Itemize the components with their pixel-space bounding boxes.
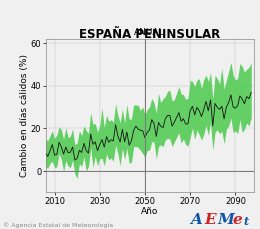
Text: E: E: [204, 213, 216, 227]
Text: A: A: [190, 213, 202, 227]
Y-axis label: Cambio en días cálidos (%): Cambio en días cálidos (%): [20, 54, 29, 177]
Title: ESPAÑA PENINSULAR: ESPAÑA PENINSULAR: [79, 27, 220, 41]
X-axis label: Año: Año: [141, 207, 158, 216]
Text: t: t: [243, 216, 248, 227]
Text: M: M: [217, 213, 234, 227]
Text: © Agencia Estatal de Meteorología: © Agencia Estatal de Meteorología: [3, 222, 113, 228]
Text: e: e: [233, 213, 243, 227]
Text: ANUAL: ANUAL: [134, 28, 165, 37]
